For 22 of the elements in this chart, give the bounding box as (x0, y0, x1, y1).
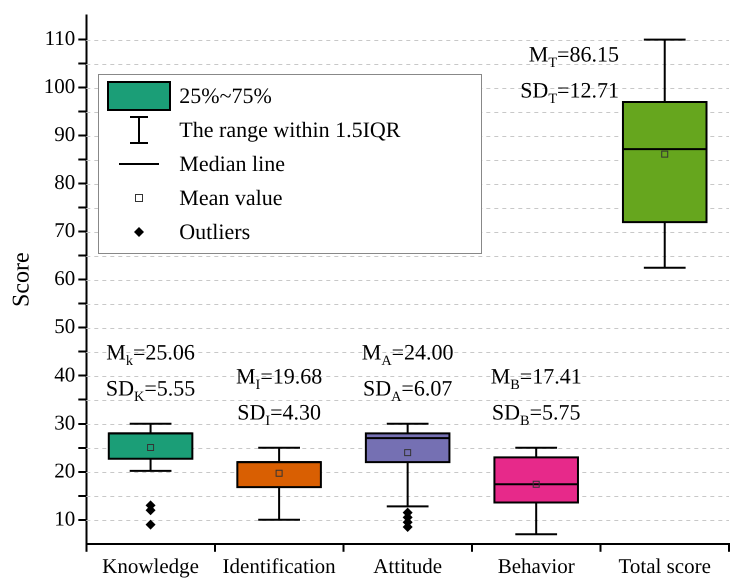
y-axis-title: Score (8, 252, 35, 308)
annotation: Median line (179, 150, 285, 177)
x-tick-label: Attitude (373, 554, 442, 578)
y-tick-label: 30 (54, 410, 76, 434)
y-tick-label: 90 (54, 122, 76, 146)
annotation: The range within 1.5IQR (179, 116, 400, 143)
y-tick-label: 60 (54, 266, 76, 290)
annotation: 25%~75% (179, 82, 272, 109)
y-tick-label: 110 (44, 26, 76, 50)
annotation: Outliers (179, 218, 250, 245)
y-tick-label: 50 (54, 314, 76, 338)
y-tick-label: 80 (54, 170, 76, 194)
y-tick-label: 10 (54, 506, 76, 530)
y-tick-label: 40 (54, 362, 76, 386)
x-tick-label: Identification (222, 554, 336, 578)
annotation: Mean value (179, 184, 283, 211)
y-tick-label: 100 (44, 74, 76, 98)
x-tick-label: Knowledge (102, 554, 199, 578)
y-tick-label: 20 (54, 458, 76, 482)
y-tick-label: 70 (54, 218, 76, 242)
x-tick-label: Total score (618, 554, 711, 578)
x-tick-label: Behavior (498, 554, 575, 578)
